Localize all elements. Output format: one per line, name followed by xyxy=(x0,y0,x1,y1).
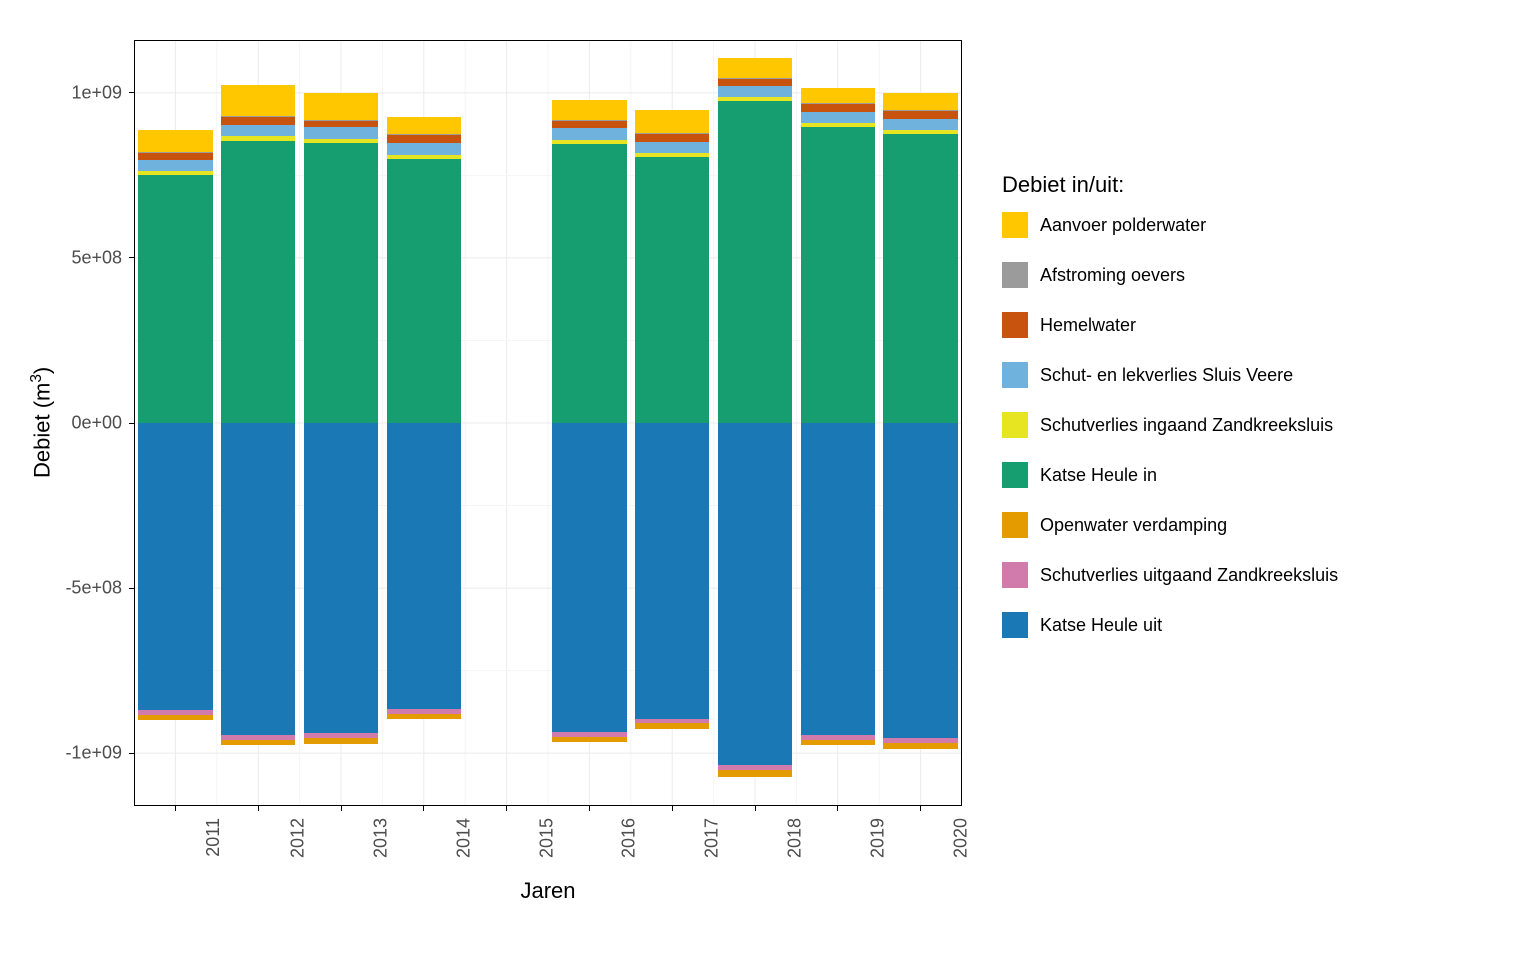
legend-item-katse_in: Katse Heule in xyxy=(1002,462,1338,488)
legend-label: Schutverlies ingaand Zandkreeksluis xyxy=(1040,415,1333,436)
legend-key-icon xyxy=(1002,512,1028,538)
legend-key-icon xyxy=(1002,412,1028,438)
legend-key-icon xyxy=(1002,612,1028,638)
x-tick xyxy=(341,806,342,811)
legend-key-icon xyxy=(1002,562,1028,588)
legend-label: Schutverlies uitgaand Zandkreeksluis xyxy=(1040,565,1338,586)
legend-item-katse_uit: Katse Heule uit xyxy=(1002,612,1338,638)
y-tick-label: -5e+08 xyxy=(0,578,122,599)
x-tick-label: 2020 xyxy=(950,818,971,858)
y-tick-label: 0e+00 xyxy=(0,413,122,434)
legend-label: Katse Heule in xyxy=(1040,465,1157,486)
x-tick-label: 2017 xyxy=(702,818,723,858)
x-tick xyxy=(506,806,507,811)
legend-title: Debiet in/uit: xyxy=(1002,172,1338,198)
legend-key-icon xyxy=(1002,462,1028,488)
legend-item-schut_uit_zk: Schutverlies uitgaand Zandkreeksluis xyxy=(1002,562,1338,588)
x-tick-label: 2014 xyxy=(453,818,474,858)
x-tick xyxy=(589,806,590,811)
x-tick xyxy=(672,806,673,811)
legend-item-verdamping: Openwater verdamping xyxy=(1002,512,1338,538)
legend-key-icon xyxy=(1002,362,1028,388)
x-tick xyxy=(175,806,176,811)
y-tick-label: 5e+08 xyxy=(0,247,122,268)
y-tick-label: 1e+09 xyxy=(0,82,122,103)
legend: Debiet in/uit: Aanvoer polderwater Afstro… xyxy=(1002,172,1338,662)
y-axis-title: Debiet (m3) xyxy=(28,367,55,478)
legend-label: Hemelwater xyxy=(1040,315,1136,336)
legend-item-afstroming: Afstroming oevers xyxy=(1002,262,1338,288)
legend-item-schut_in_zk: Schutverlies ingaand Zandkreeksluis xyxy=(1002,412,1338,438)
x-tick-label: 2019 xyxy=(867,818,888,858)
legend-item-hemelwater: Hemelwater xyxy=(1002,312,1338,338)
chart-container: -1e+09 -5e+08 0e+00 5e+08 1e+09 2011 2012 2013… xyxy=(0,0,1536,960)
x-axis-title: Jaren xyxy=(520,878,575,904)
x-tick-label: 2013 xyxy=(371,818,392,858)
x-tick-label: 2016 xyxy=(619,818,640,858)
y-tick xyxy=(129,92,134,93)
y-tick xyxy=(129,753,134,754)
legend-item-aanvoer: Aanvoer polderwater xyxy=(1002,212,1338,238)
panel-border-top xyxy=(134,40,962,806)
legend-label: Afstroming oevers xyxy=(1040,265,1185,286)
x-tick-label: 2011 xyxy=(204,818,225,857)
legend-item-schut_veere: Schut- en lekverlies Sluis Veere xyxy=(1002,362,1338,388)
x-tick xyxy=(837,806,838,811)
plot-area xyxy=(134,40,962,806)
legend-key-icon xyxy=(1002,312,1028,338)
legend-label: Katse Heule uit xyxy=(1040,615,1162,636)
legend-key-icon xyxy=(1002,212,1028,238)
y-tick xyxy=(129,588,134,589)
legend-label: Schut- en lekverlies Sluis Veere xyxy=(1040,365,1293,386)
legend-items: Aanvoer polderwater Afstroming oevers Heme… xyxy=(1002,212,1338,638)
x-tick-label: 2018 xyxy=(785,818,806,858)
x-tick xyxy=(258,806,259,811)
legend-label: Openwater verdamping xyxy=(1040,515,1227,536)
legend-key-icon xyxy=(1002,262,1028,288)
y-tick xyxy=(129,423,134,424)
x-tick-label: 2012 xyxy=(288,818,309,858)
y-tick-label: -1e+09 xyxy=(0,743,122,764)
y-tick xyxy=(129,257,134,258)
legend-label: Aanvoer polderwater xyxy=(1040,215,1206,236)
x-tick-label: 2015 xyxy=(536,818,557,858)
x-tick xyxy=(920,806,921,811)
x-tick xyxy=(755,806,756,811)
x-tick xyxy=(423,806,424,811)
